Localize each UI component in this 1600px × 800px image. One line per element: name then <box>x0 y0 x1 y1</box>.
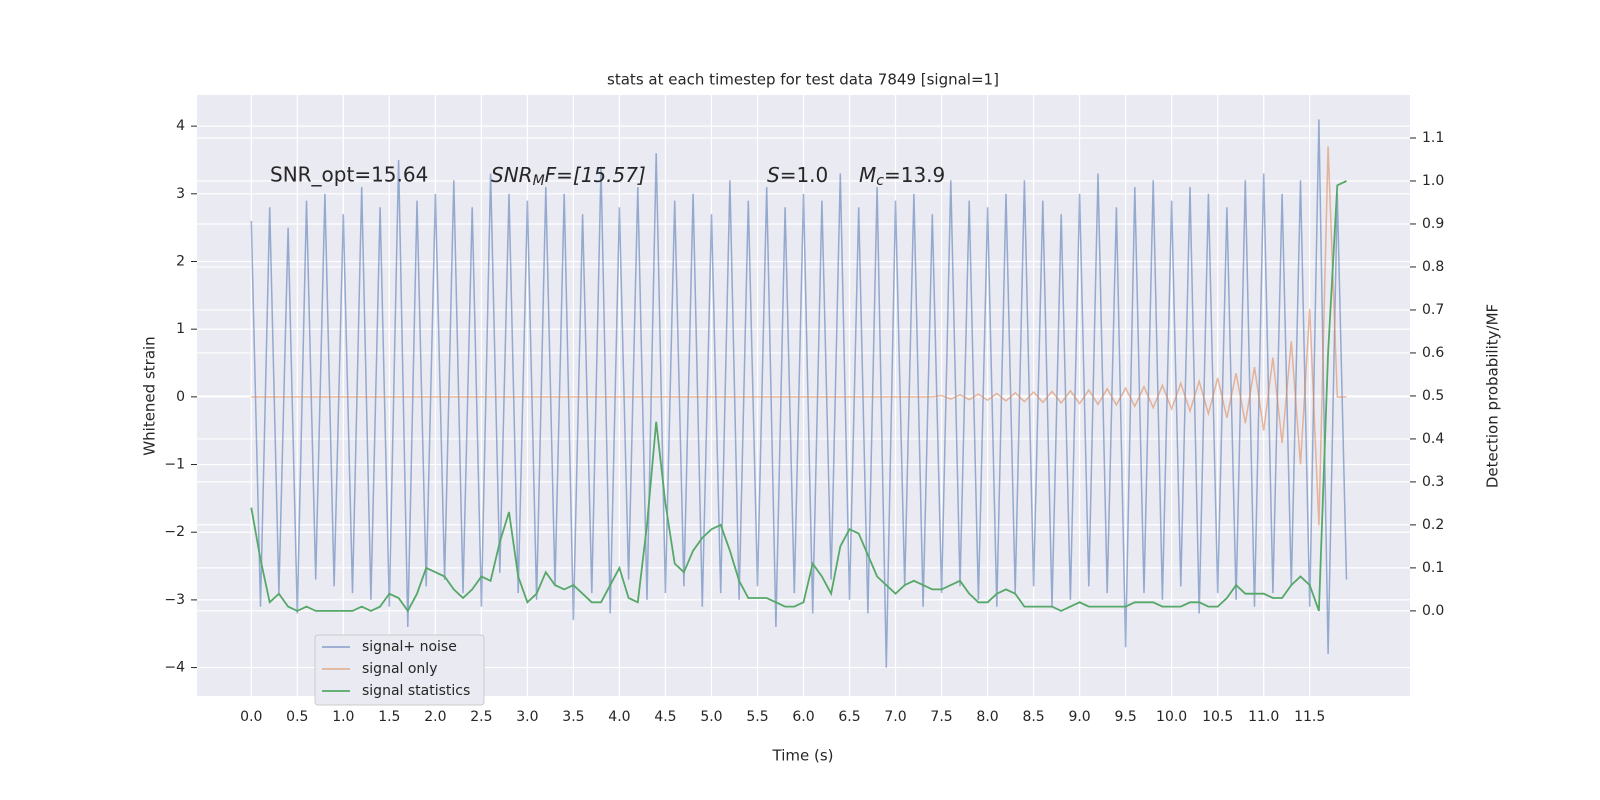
y-tick-label: 4 <box>176 118 185 134</box>
y2-tick-label: 0.0 <box>1422 603 1444 619</box>
y-tick-label: −1 <box>164 457 185 473</box>
annotation-part: F=[15.57] <box>545 163 646 187</box>
y-tick-label: 0 <box>176 389 185 405</box>
x-tick-label: 2.5 <box>470 709 492 725</box>
annotation-part: M <box>533 173 545 189</box>
legend-label: signal only <box>362 661 437 677</box>
x-tick-label: 9.0 <box>1068 709 1090 725</box>
grid <box>197 95 1410 696</box>
x-tick-label: 6.0 <box>792 709 814 725</box>
y-tick-label: −4 <box>164 660 185 676</box>
y2-tick-label: 1.1 <box>1422 130 1444 146</box>
lines <box>250 119 1348 668</box>
annotation: SNR_opt=15.64 <box>270 163 428 187</box>
annotation-part: F=[15.57] <box>545 163 646 187</box>
annotation: Mc=13.9 <box>859 163 945 190</box>
y2-tick-label: 0.1 <box>1422 560 1444 576</box>
x-tick-label: 8.5 <box>1022 709 1044 725</box>
x-tick-label: 9.5 <box>1114 709 1136 725</box>
annotation-part: SNR <box>491 163 533 187</box>
x-tick-label: 10.5 <box>1202 709 1233 725</box>
y2-tick-label: 0.9 <box>1422 216 1444 232</box>
annotation: SNRMF=[15.57] <box>491 163 646 190</box>
chart-title: stats at each timestep for test data 784… <box>607 71 999 89</box>
y2-tick-label: 0.6 <box>1422 345 1444 361</box>
x-tick-label: 8.0 <box>976 709 998 725</box>
y-tick-label: −2 <box>164 524 185 540</box>
annotation-part: S <box>767 163 780 187</box>
series-line <box>251 146 1347 526</box>
annotation-part: c <box>876 173 884 189</box>
x-tick-label: 4.5 <box>654 709 676 725</box>
x-tick-label: 5.0 <box>700 709 722 725</box>
y2-tick-label: 0.7 <box>1422 302 1444 318</box>
x-tick-label: 2.0 <box>424 709 446 725</box>
y2-tick-label: 0.2 <box>1422 517 1444 533</box>
x-tick-label: 0.5 <box>286 709 308 725</box>
x-tick-label: 1.0 <box>332 709 354 725</box>
x-tick-label: 3.5 <box>562 709 584 725</box>
x-tick-label: 0.0 <box>240 709 262 725</box>
series-line <box>250 119 1348 668</box>
annotation-part: =13.9 <box>884 163 945 187</box>
x-tick-label: 3.0 <box>516 709 538 725</box>
annotation: S=1.0 <box>767 163 828 187</box>
legend-box <box>314 634 485 706</box>
x-tick-label: 11.5 <box>1294 709 1325 725</box>
x-tick-label: 7.0 <box>884 709 906 725</box>
legend-label: signal statistics <box>362 683 470 699</box>
series-line <box>250 180 1347 613</box>
x-tick-label: 6.5 <box>838 709 860 725</box>
y-tick-label: 2 <box>176 253 185 269</box>
y-axis-label: Whitened strain <box>141 336 159 455</box>
legend-label: signal+ noise <box>362 639 457 655</box>
y-tick-label: −3 <box>164 592 185 608</box>
x-tick-label: 4.0 <box>608 709 630 725</box>
y2-tick-label: 0.5 <box>1422 388 1444 404</box>
y-tick-label: 1 <box>176 321 185 337</box>
annotation-part: M <box>859 163 876 187</box>
legend: signal+ noise signal only signal statistic… <box>314 634 485 706</box>
x-axis-label: Time (s) <box>772 747 834 765</box>
y2-tick-label: 0.4 <box>1422 431 1444 447</box>
y-tick-label: 3 <box>176 186 185 202</box>
x-tick-label: 5.5 <box>746 709 768 725</box>
x-tick-label: 10.0 <box>1156 709 1187 725</box>
x-tick-label: 7.5 <box>930 709 952 725</box>
annotation-part: =1.0 <box>780 163 829 187</box>
x-tick-label: 11.0 <box>1248 709 1279 725</box>
y2-tick-label: 0.3 <box>1422 474 1444 490</box>
y2-tick-label: 1.0 <box>1422 173 1444 189</box>
y2-tick-label: 0.8 <box>1422 259 1444 275</box>
x-tick-label: 1.5 <box>378 709 400 725</box>
y2-axis-label: Detection probability/MF <box>1484 304 1502 488</box>
